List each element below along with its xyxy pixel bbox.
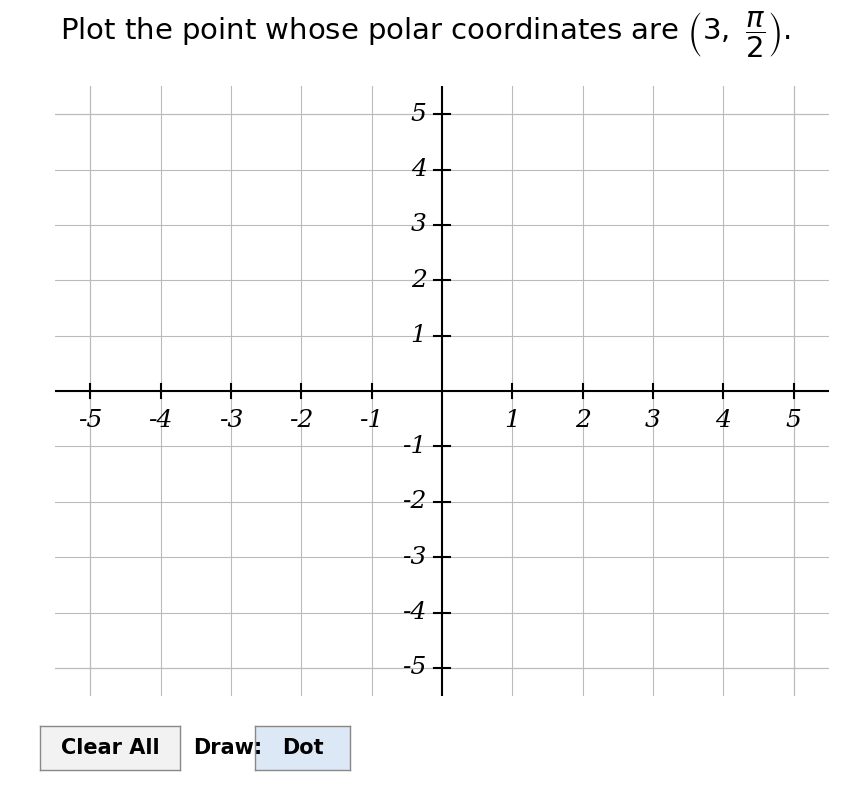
Text: 3: 3 <box>411 214 427 237</box>
Text: -5: -5 <box>78 409 103 432</box>
Text: -3: -3 <box>402 545 427 568</box>
Text: 5: 5 <box>411 103 427 126</box>
Text: Clear All: Clear All <box>60 738 159 758</box>
Text: -1: -1 <box>402 435 427 458</box>
Text: -1: -1 <box>360 409 384 432</box>
Text: Draw:: Draw: <box>193 738 263 758</box>
Text: -3: -3 <box>218 409 243 432</box>
Text: -4: -4 <box>402 601 427 624</box>
Text: 3: 3 <box>645 409 661 432</box>
Text: Dot: Dot <box>281 738 323 758</box>
Text: 2: 2 <box>575 409 591 432</box>
Text: 4: 4 <box>411 158 427 181</box>
Text: 5: 5 <box>785 409 802 432</box>
Text: -2: -2 <box>289 409 314 432</box>
Text: -5: -5 <box>402 656 427 679</box>
Text: 1: 1 <box>411 324 427 347</box>
Text: -2: -2 <box>402 490 427 513</box>
Text: -4: -4 <box>149 409 173 432</box>
Text: 4: 4 <box>716 409 731 432</box>
Text: 1: 1 <box>504 409 520 432</box>
Text: 2: 2 <box>411 269 427 292</box>
Text: Plot the point whose polar coordinates are $\left(3,\ \dfrac{\pi}{2}\right)$.: Plot the point whose polar coordinates a… <box>60 10 791 61</box>
